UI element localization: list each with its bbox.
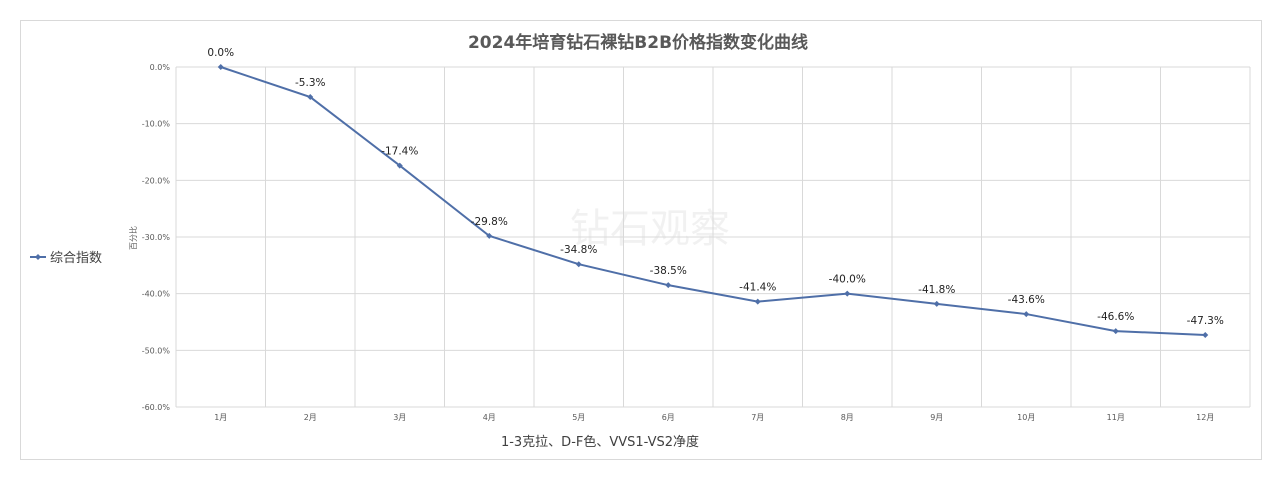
data-label: -41.4% — [739, 282, 776, 294]
y-tick-label: -10.0% — [142, 120, 171, 129]
data-label: -43.6% — [1008, 294, 1045, 306]
y-tick-label: 0.0% — [150, 63, 171, 72]
data-label: -47.3% — [1187, 315, 1224, 327]
x-tick-label: 12月 — [1196, 413, 1214, 422]
data-point — [486, 232, 493, 239]
data-label: -29.8% — [471, 216, 508, 228]
series-path — [220, 66, 1206, 337]
data-label: -41.8% — [918, 284, 955, 296]
x-tick-label: 9月 — [930, 413, 943, 422]
data-label: -34.8% — [560, 244, 597, 256]
y-tick-label: -50.0% — [142, 346, 171, 355]
legend: 综合指数 — [30, 251, 102, 266]
data-point — [844, 290, 851, 297]
x-tick-label: 10月 — [1017, 413, 1035, 422]
data-point — [1202, 332, 1209, 339]
x-tick-label: 5月 — [572, 413, 585, 422]
data-point — [933, 300, 940, 307]
data-label: -46.6% — [1097, 311, 1134, 323]
x-tick-label: 1月 — [214, 413, 227, 422]
y-tick-label: -40.0% — [142, 290, 171, 299]
data-labels: 0.0% -5.3% -17.4% -29.8% -34.8% -38.5% -41.4% -… — [207, 47, 1223, 327]
data-point — [575, 261, 582, 268]
data-label: -38.5% — [650, 265, 687, 277]
x-tick-label: 6月 — [662, 413, 675, 422]
data-point — [396, 162, 403, 169]
data-point — [217, 64, 224, 70]
data-label: 0.0% — [207, 47, 234, 59]
grid — [175, 66, 1251, 408]
y-axis-label: 百分比 — [128, 226, 138, 250]
x-tick-label: 2月 — [304, 413, 317, 422]
legend-marker — [35, 254, 41, 260]
x-axis-label: 1-3克拉、D-F色、VVS1-VS2净度 — [501, 434, 699, 450]
data-label: -5.3% — [295, 77, 325, 89]
data-label: -17.4% — [381, 146, 418, 158]
x-tick-label: 4月 — [483, 413, 496, 422]
y-tick-label: -20.0% — [142, 176, 171, 185]
y-tick-label: -30.0% — [142, 233, 171, 242]
data-point — [307, 94, 314, 101]
data-label: -40.0% — [829, 274, 866, 286]
y-tick-label: -60.0% — [142, 403, 171, 412]
series-line — [217, 64, 1209, 339]
x-tick-label: 8月 — [841, 413, 854, 422]
x-tick-label: 3月 — [393, 413, 406, 422]
watermark: 钻石观察 — [570, 206, 730, 252]
data-point — [665, 282, 672, 289]
chart-title: 2024年培育钻石裸钻B2B价格指数变化曲线 — [468, 32, 808, 53]
x-tick-label: 7月 — [751, 413, 764, 422]
data-point — [1023, 311, 1030, 318]
axis-ticks: 0.0% -10.0% -20.0% -30.0% -40.0% -50.0% -60.0%… — [142, 63, 1215, 422]
x-tick-label: 11月 — [1107, 413, 1125, 422]
data-point — [754, 298, 761, 305]
chart-frame — [20, 20, 1262, 460]
data-point — [1112, 328, 1119, 335]
legend-label: 综合指数 — [50, 251, 102, 266]
